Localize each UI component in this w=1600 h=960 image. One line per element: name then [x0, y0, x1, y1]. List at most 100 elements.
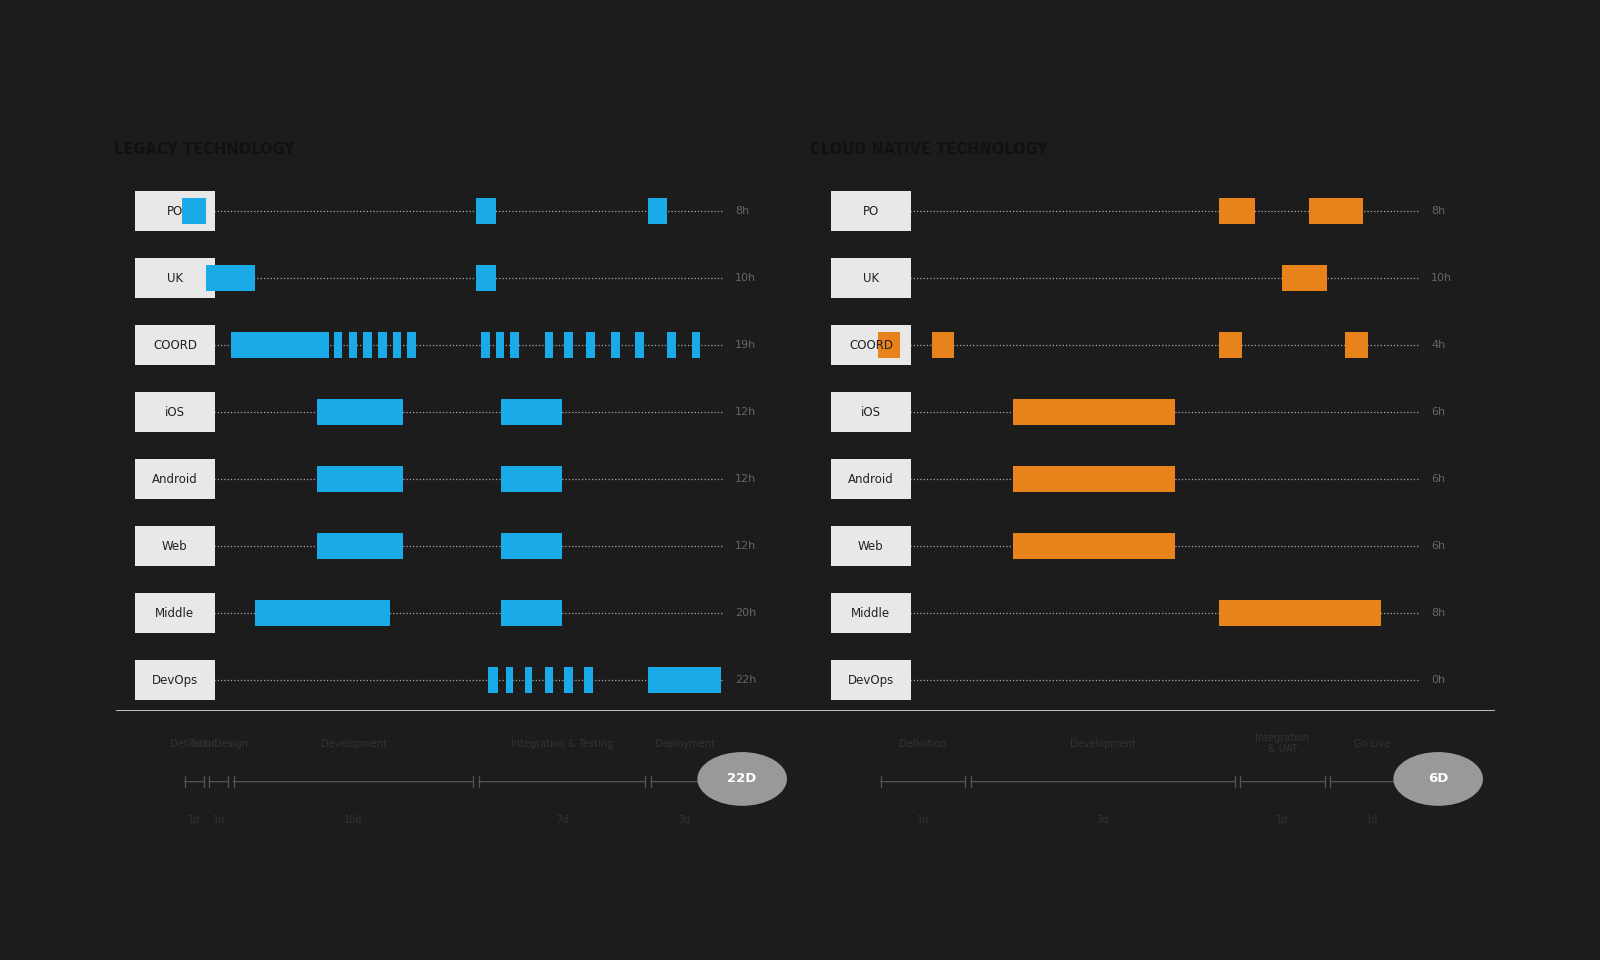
Bar: [611, 332, 619, 358]
FancyBboxPatch shape: [830, 526, 912, 566]
Bar: [1219, 199, 1256, 224]
Bar: [565, 332, 573, 358]
Text: 12h: 12h: [736, 541, 757, 551]
Text: Integration
& UAT: Integration & UAT: [1256, 732, 1309, 755]
FancyBboxPatch shape: [830, 325, 912, 365]
Text: PO: PO: [862, 204, 878, 218]
Bar: [501, 601, 562, 626]
Bar: [1346, 332, 1368, 358]
Text: iOS: iOS: [165, 406, 186, 419]
Text: COORD: COORD: [850, 339, 893, 351]
Text: 6h: 6h: [1430, 541, 1445, 551]
Text: 8h: 8h: [1430, 609, 1445, 618]
Text: COORD: COORD: [154, 339, 197, 351]
Text: 12h: 12h: [736, 407, 757, 418]
FancyBboxPatch shape: [830, 191, 912, 231]
Bar: [378, 332, 387, 358]
Text: 8h: 8h: [1430, 206, 1445, 216]
Bar: [392, 332, 402, 358]
Bar: [477, 265, 496, 291]
Text: 22D: 22D: [728, 773, 757, 785]
Text: 3d: 3d: [1096, 815, 1109, 825]
Text: 12h: 12h: [736, 474, 757, 484]
Bar: [317, 399, 403, 425]
Bar: [1013, 534, 1174, 559]
Text: 1d: 1d: [1277, 815, 1288, 825]
Bar: [230, 332, 330, 358]
FancyBboxPatch shape: [134, 526, 216, 566]
Text: CLOUD NATIVE TECHNOLOGY: CLOUD NATIVE TECHNOLOGY: [810, 142, 1048, 157]
Text: 8h: 8h: [736, 206, 749, 216]
Bar: [691, 332, 701, 358]
Bar: [648, 667, 722, 693]
Bar: [501, 399, 562, 425]
Bar: [317, 467, 403, 492]
Bar: [317, 534, 403, 559]
Text: Definition: Definition: [899, 738, 947, 749]
FancyBboxPatch shape: [830, 459, 912, 499]
Bar: [501, 534, 562, 559]
Bar: [584, 667, 592, 693]
Bar: [334, 332, 342, 358]
Bar: [587, 332, 595, 358]
Text: Web: Web: [162, 540, 187, 553]
Bar: [1219, 601, 1381, 626]
Text: 20h: 20h: [736, 609, 757, 618]
FancyBboxPatch shape: [830, 258, 912, 299]
Bar: [206, 265, 256, 291]
Text: 22h: 22h: [736, 675, 757, 685]
Text: 1d: 1d: [213, 815, 224, 825]
FancyBboxPatch shape: [134, 459, 216, 499]
Text: 6h: 6h: [1430, 407, 1445, 418]
Text: Web: Web: [858, 540, 883, 553]
Text: Development: Development: [1070, 738, 1136, 749]
Bar: [648, 199, 667, 224]
Bar: [1013, 467, 1174, 492]
Bar: [667, 332, 675, 358]
Bar: [363, 332, 371, 358]
Bar: [510, 332, 518, 358]
Bar: [482, 332, 490, 358]
FancyBboxPatch shape: [830, 593, 912, 634]
Text: 19h: 19h: [736, 340, 757, 350]
Text: 10h: 10h: [1430, 274, 1453, 283]
Text: 6h: 6h: [1430, 474, 1445, 484]
Bar: [544, 667, 554, 693]
Bar: [477, 199, 496, 224]
FancyBboxPatch shape: [134, 660, 216, 701]
Bar: [1219, 332, 1242, 358]
Bar: [1013, 399, 1174, 425]
Bar: [182, 199, 206, 224]
Text: Definition: Definition: [170, 738, 218, 749]
Text: Deployment: Deployment: [654, 738, 715, 749]
Text: LEGACY TECHNOLOGY: LEGACY TECHNOLOGY: [114, 142, 296, 157]
FancyBboxPatch shape: [830, 392, 912, 432]
Bar: [408, 332, 416, 358]
Text: Tech Design: Tech Design: [189, 738, 248, 749]
Text: UK: UK: [862, 272, 878, 285]
Text: DevOps: DevOps: [848, 674, 894, 686]
Bar: [544, 332, 554, 358]
Bar: [525, 667, 533, 693]
Bar: [1283, 265, 1328, 291]
Bar: [635, 332, 645, 358]
Bar: [496, 332, 504, 358]
Text: 10h: 10h: [736, 274, 757, 283]
Text: 10d: 10d: [344, 815, 363, 825]
Text: 1d: 1d: [1366, 815, 1379, 825]
Text: 0h: 0h: [1430, 675, 1445, 685]
Text: Development: Development: [320, 738, 387, 749]
Text: DevOps: DevOps: [152, 674, 198, 686]
FancyBboxPatch shape: [830, 660, 912, 701]
Text: 7d: 7d: [555, 815, 568, 825]
Text: UK: UK: [166, 272, 182, 285]
FancyBboxPatch shape: [134, 325, 216, 365]
Text: 3d: 3d: [678, 815, 691, 825]
Text: Middle: Middle: [155, 607, 195, 620]
Text: 1d: 1d: [917, 815, 930, 825]
FancyBboxPatch shape: [134, 258, 216, 299]
Bar: [501, 467, 562, 492]
Bar: [1309, 199, 1363, 224]
Text: 6D: 6D: [1427, 773, 1448, 785]
Text: Middle: Middle: [851, 607, 891, 620]
